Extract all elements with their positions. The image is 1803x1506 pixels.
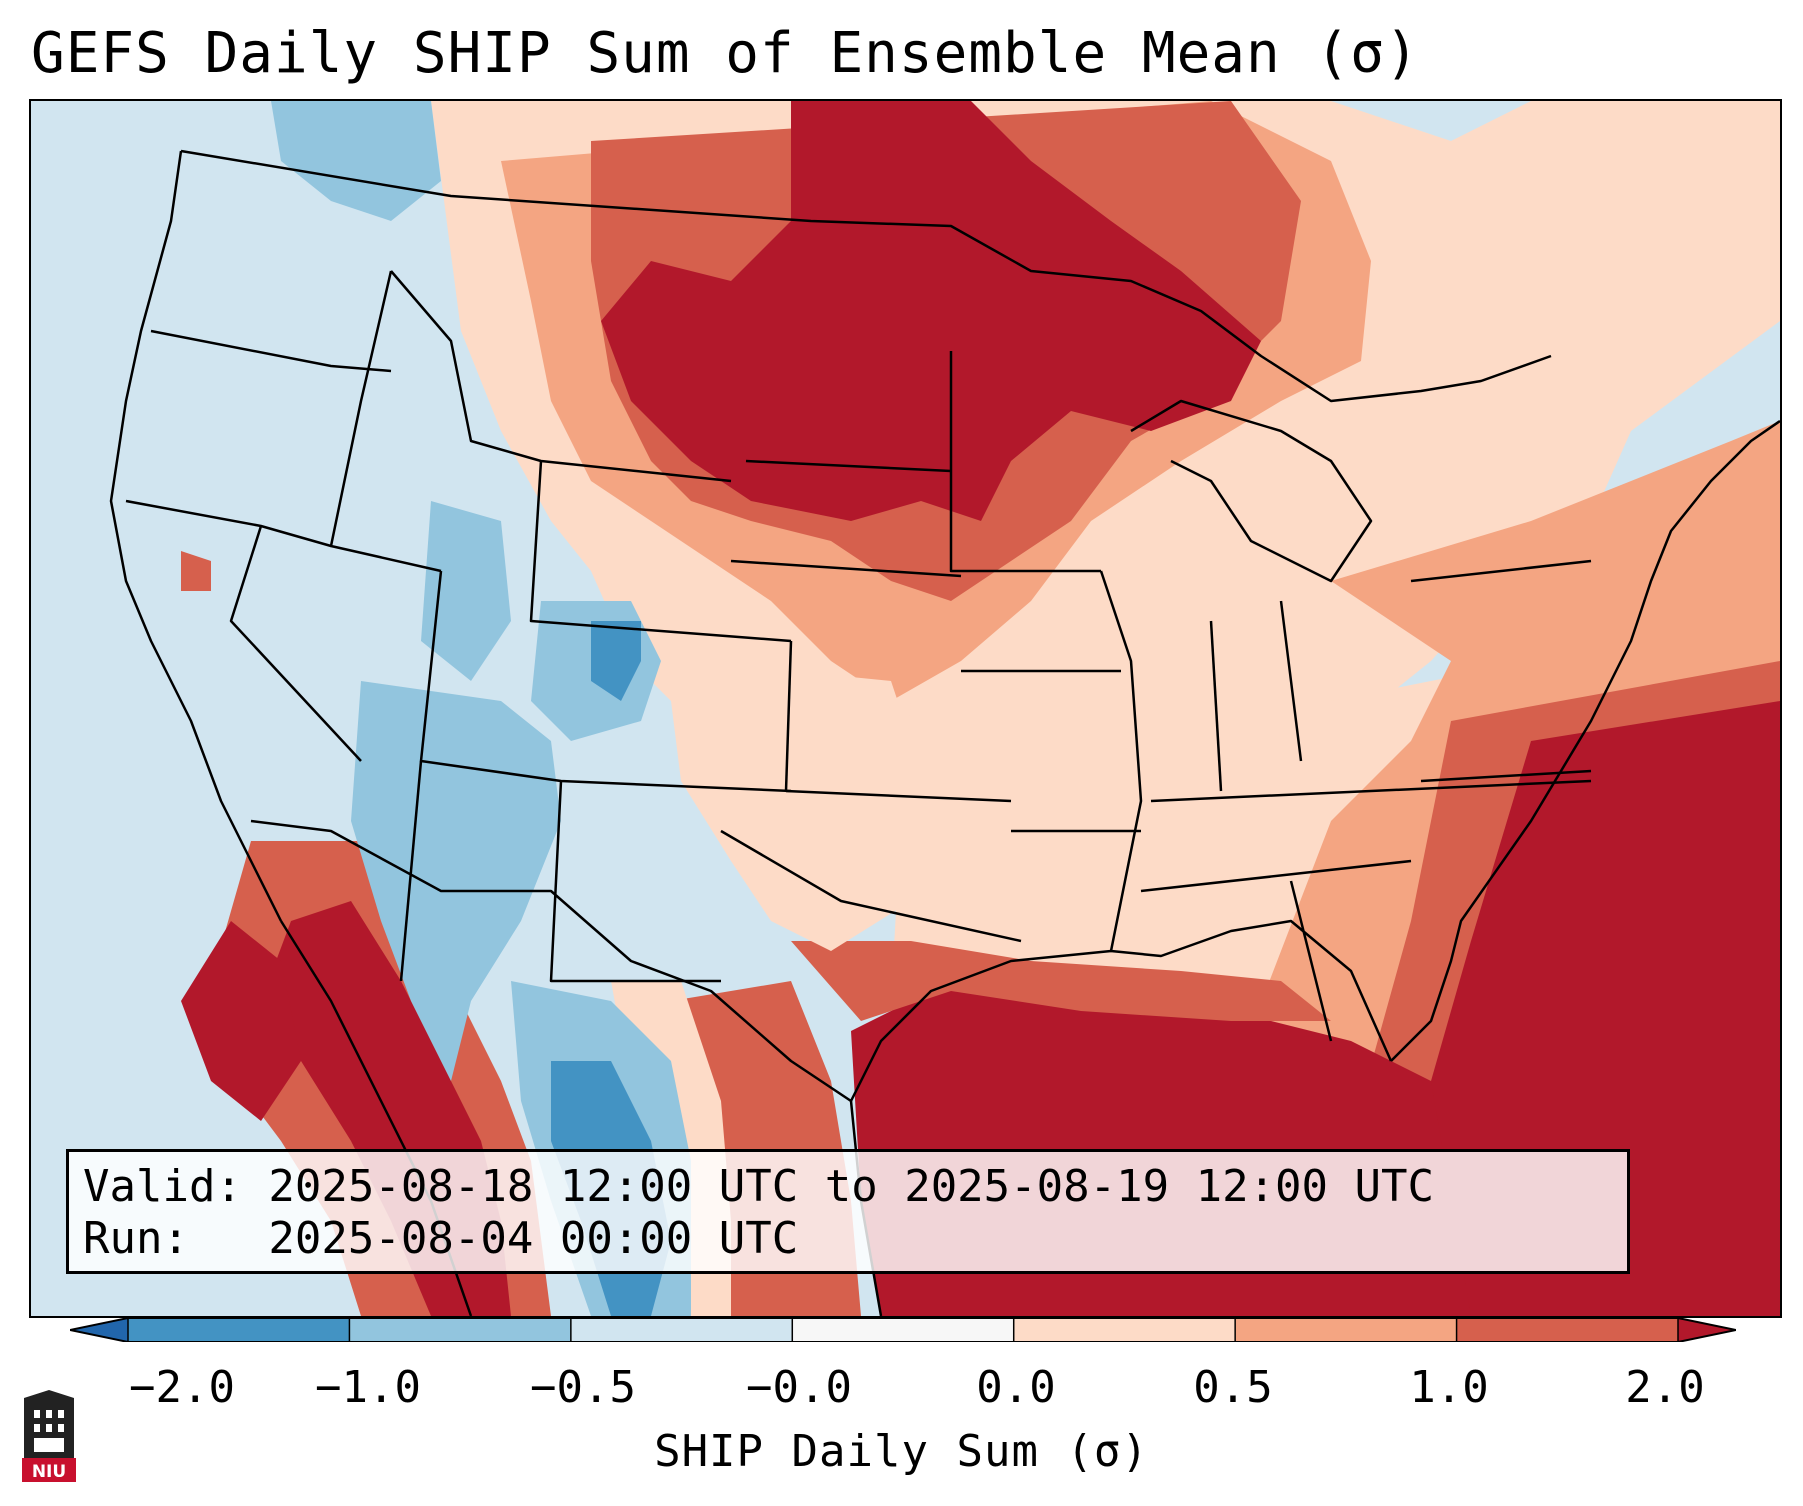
gulf-coast: [849, 919, 1393, 1102]
state-line-wa-or: [150, 329, 392, 373]
state-line-sd-ne: [730, 559, 962, 578]
map-title: GEFS Daily SHIP Sum of Ensemble Mean (σ): [31, 21, 1420, 86]
logo-text: NIU: [32, 1462, 66, 1482]
boundary-lines: [109, 149, 1780, 1316]
state-line-pa-ny: [1410, 559, 1592, 583]
valid-time-line: Valid: 2025-08-18 12:00 UTC to 2025-08-1…: [83, 1161, 1435, 1212]
state-line-ut-co: [419, 570, 792, 793]
field-california-spot: [181, 551, 211, 591]
colorbar-segment: [1013, 1318, 1236, 1342]
state-line-oh: [1279, 600, 1303, 762]
colorbar-segment: [1456, 1318, 1679, 1342]
colorbar-tick-label: 0.0: [976, 1362, 1056, 1413]
colorbar-tick-label: 0.5: [1193, 1362, 1273, 1413]
ship-anomaly-map: [31, 101, 1780, 1316]
colorbar-segment: [792, 1318, 1015, 1342]
us-mexico-border: [250, 819, 852, 1103]
state-line-co-ks: [784, 640, 793, 792]
state-line-nv: [229, 525, 362, 762]
atlantic-coast: [1390, 419, 1780, 1062]
colorbar: [70, 1318, 1736, 1342]
colorbar-tick-label: −2.0: [129, 1362, 235, 1413]
field-northwest-blue: [271, 101, 441, 221]
colorbar-segment: [570, 1318, 793, 1342]
colorbar-tick-label: 2.0: [1625, 1362, 1705, 1413]
colorbar-segment: [1235, 1318, 1458, 1342]
map-panel: [29, 99, 1782, 1318]
state-line-id: [329, 270, 442, 573]
field-north-darkred: [601, 101, 1261, 521]
field-southwest-blue: [351, 681, 561, 1081]
state-line-va-nc: [1420, 769, 1592, 783]
university-tower-icon: NIU: [22, 1390, 76, 1482]
state-line-az-nm: [399, 760, 423, 982]
state-line-ks-ok: [785, 789, 1012, 803]
state-line-al-ga: [1289, 880, 1333, 1042]
state-line-mt: [390, 270, 732, 483]
state-line-tn-ms: [1140, 859, 1412, 893]
field-utah-blue: [421, 501, 511, 681]
state-line-nm-tx: [549, 780, 721, 983]
colorbar-tick-label: −1.0: [315, 1362, 421, 1413]
field-gulf-red: [791, 941, 1331, 1021]
colorbar-tick-label: −0.5: [530, 1362, 636, 1413]
state-line-tn-ky: [1150, 779, 1592, 803]
colorbar-extend-low: [70, 1318, 128, 1342]
state-line-nd-sd: [745, 459, 952, 473]
validity-info-box: Valid: 2025-08-18 12:00 UTC to 2025-08-1…: [66, 1149, 1630, 1274]
run-time-line: Run: 2025-08-04 00:00 UTC: [83, 1213, 799, 1264]
state-line-il-in: [1209, 620, 1223, 792]
colorbar-tick-label: −0.0: [746, 1362, 852, 1413]
field-southern-plains: [691, 661, 931, 951]
field-baja-darkred: [181, 921, 301, 1121]
field-colorado-deepblue: [591, 621, 641, 701]
state-line-ok-tx: [720, 829, 1022, 943]
west-coast: [109, 150, 283, 922]
state-line-mississippi-river: [1099, 570, 1143, 952]
colorbar-label: SHIP Daily Sum (σ): [654, 1426, 1149, 1477]
colorbar-segment: [349, 1318, 572, 1342]
us-canada-border: [180, 149, 1552, 403]
colorbar-tick-label: 1.0: [1409, 1362, 1489, 1413]
colorbar-segment: [128, 1318, 350, 1342]
state-line-mn: [949, 351, 1101, 573]
state-line-wy: [529, 460, 792, 643]
great-lakes-outline: [1130, 399, 1373, 583]
colorbar-extend-high: [1678, 1318, 1736, 1342]
